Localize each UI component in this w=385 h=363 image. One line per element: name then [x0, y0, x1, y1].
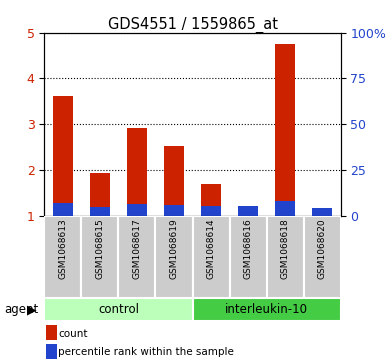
Title: GDS4551 / 1559865_at: GDS4551 / 1559865_at [107, 16, 278, 33]
Bar [201, 184, 221, 216]
Bar [44, 298, 192, 321]
Bar [90, 174, 110, 216]
Bar [275, 44, 295, 216]
Bar [156, 216, 192, 298]
Text: GSM1068620: GSM1068620 [318, 219, 327, 279]
Text: GSM1068618: GSM1068618 [281, 219, 290, 279]
Bar [164, 205, 184, 216]
Bar [238, 206, 258, 216]
Bar [201, 206, 221, 216]
Text: count: count [59, 329, 88, 339]
Text: GSM1068619: GSM1068619 [169, 219, 179, 279]
Bar [192, 298, 341, 321]
Bar [127, 204, 147, 216]
Text: percentile rank within the sample: percentile rank within the sample [59, 347, 234, 356]
Bar [275, 201, 295, 216]
Text: interleukin-10: interleukin-10 [225, 303, 308, 316]
Bar [164, 146, 184, 216]
Bar [127, 129, 147, 216]
Bar [192, 216, 229, 298]
Text: agent: agent [4, 303, 38, 316]
Bar [53, 96, 73, 216]
Bar [46, 344, 57, 359]
Text: GSM1068613: GSM1068613 [58, 219, 67, 279]
Bar [81, 216, 119, 298]
Text: GSM1068615: GSM1068615 [95, 219, 104, 279]
Text: control: control [98, 303, 139, 316]
Bar [90, 207, 110, 216]
Bar [119, 216, 156, 298]
Text: GSM1068614: GSM1068614 [206, 219, 216, 279]
Bar [53, 203, 73, 216]
Bar [46, 325, 57, 340]
Text: GSM1068617: GSM1068617 [132, 219, 141, 279]
Bar [229, 216, 266, 298]
Bar [267, 216, 304, 298]
Bar [304, 216, 341, 298]
Bar [312, 208, 332, 216]
Text: GSM1068616: GSM1068616 [244, 219, 253, 279]
Bar [44, 216, 81, 298]
Text: ▶: ▶ [27, 303, 36, 316]
Bar [312, 214, 332, 216]
Bar [238, 211, 258, 216]
